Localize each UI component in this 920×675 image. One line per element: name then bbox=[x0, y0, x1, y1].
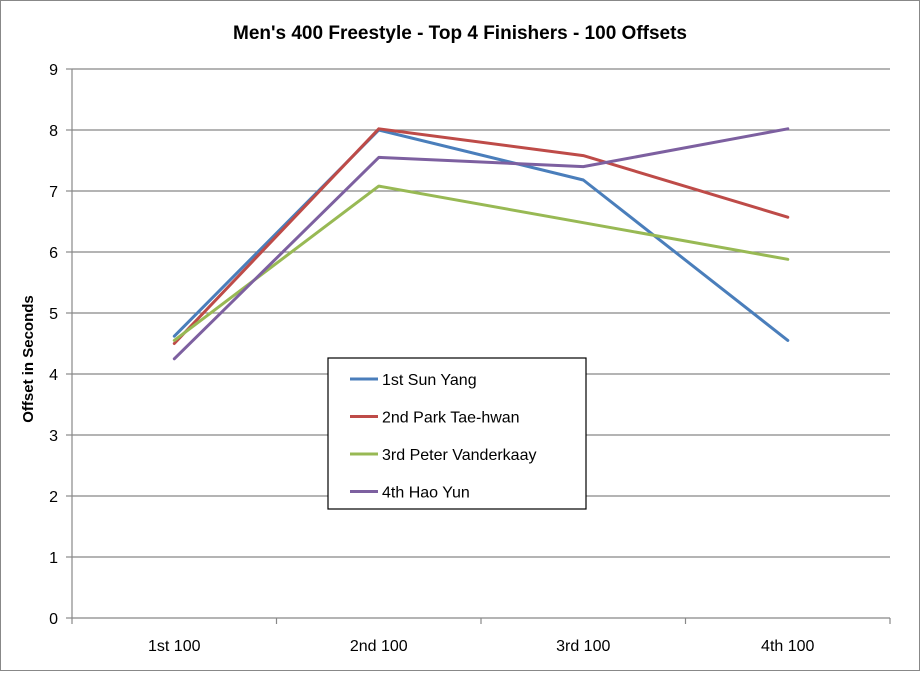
y-tick-label: 1 bbox=[49, 550, 58, 567]
legend-label-2: 2nd Park Tae-hwan bbox=[382, 410, 520, 427]
x-tick-label: 1st 100 bbox=[148, 638, 201, 655]
series-lines bbox=[172, 127, 790, 361]
legend-box bbox=[327, 357, 587, 510]
y-tick-label: 2 bbox=[49, 489, 58, 506]
y-tick-label: 5 bbox=[49, 306, 58, 323]
y-tick-label: 3 bbox=[49, 428, 58, 445]
y-tick-label: 8 bbox=[49, 123, 58, 140]
x-tick-label: 2nd 100 bbox=[350, 638, 408, 655]
axes bbox=[66, 68, 891, 624]
legend-label-3: 3rd Peter Vanderkaay bbox=[382, 447, 536, 464]
y-tick-label: 0 bbox=[49, 611, 58, 628]
series-line-3 bbox=[172, 184, 790, 342]
chart-title: Men's 400 Freestyle - Top 4 Finishers - … bbox=[233, 23, 687, 44]
series-line-1 bbox=[172, 128, 790, 342]
series-line-2 bbox=[172, 127, 790, 345]
y-tick-label: 4 bbox=[49, 367, 58, 384]
x-tick-label: 3rd 100 bbox=[556, 638, 610, 655]
y-tick-label: 6 bbox=[49, 245, 58, 262]
legend-label-4: 4th Hao Yun bbox=[382, 485, 470, 502]
legend-label-1: 1st Sun Yang bbox=[382, 372, 477, 389]
series-line-4 bbox=[172, 127, 790, 361]
y-tick-label: 9 bbox=[49, 62, 58, 79]
y-axis-label: Offset in Seconds bbox=[20, 295, 37, 423]
legend: 1st Sun Yang 2nd Park Tae-hwan 3rd Peter V… bbox=[327, 357, 587, 510]
x-tick-label: 4th 100 bbox=[761, 638, 814, 655]
x-tick-labels: 1st 100 2nd 100 3rd 100 4th 100 bbox=[148, 638, 815, 655]
y-tick-label: 7 bbox=[49, 184, 58, 201]
y-tick-labels: 0 1 2 3 4 5 6 7 8 9 bbox=[49, 62, 58, 628]
